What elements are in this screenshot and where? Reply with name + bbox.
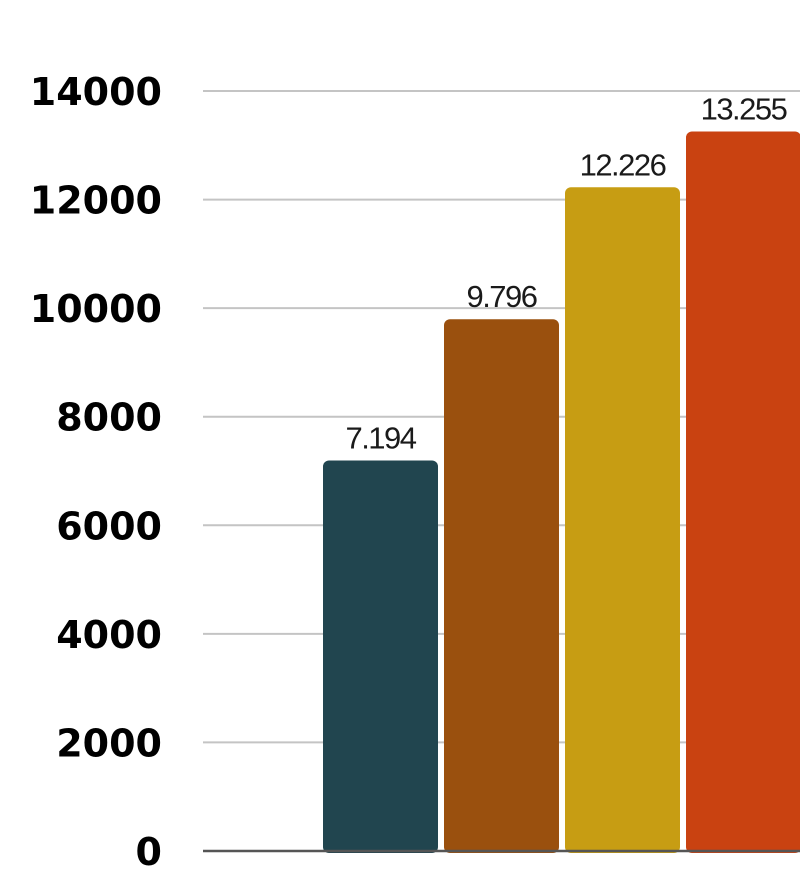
bar-value-label: 12.226 bbox=[580, 147, 666, 182]
y-tick-label: 10000 bbox=[30, 287, 162, 331]
bar bbox=[565, 187, 680, 853]
bar bbox=[686, 131, 800, 853]
bars bbox=[323, 131, 800, 853]
y-tick-label: 12000 bbox=[30, 179, 162, 223]
y-tick-label: 14000 bbox=[30, 70, 162, 114]
bar bbox=[323, 460, 438, 853]
y-tick-label: 2000 bbox=[56, 721, 162, 765]
bar-value-label: 13.255 bbox=[701, 91, 787, 126]
y-axis-tick-labels: 0 2000 4000 6000 8000 10000 12000 14000 bbox=[30, 70, 162, 871]
bar-value-label: 9.796 bbox=[466, 279, 536, 314]
y-tick-label: 6000 bbox=[56, 504, 162, 548]
y-tick-label: 8000 bbox=[56, 396, 162, 440]
bar-data-labels: 7.194 9.796 12.226 13.255 bbox=[345, 91, 788, 455]
bar-value-label: 7.194 bbox=[345, 420, 416, 455]
bar bbox=[444, 319, 559, 853]
y-tick-label: 0 bbox=[136, 830, 162, 871]
y-tick-label: 4000 bbox=[56, 613, 162, 657]
